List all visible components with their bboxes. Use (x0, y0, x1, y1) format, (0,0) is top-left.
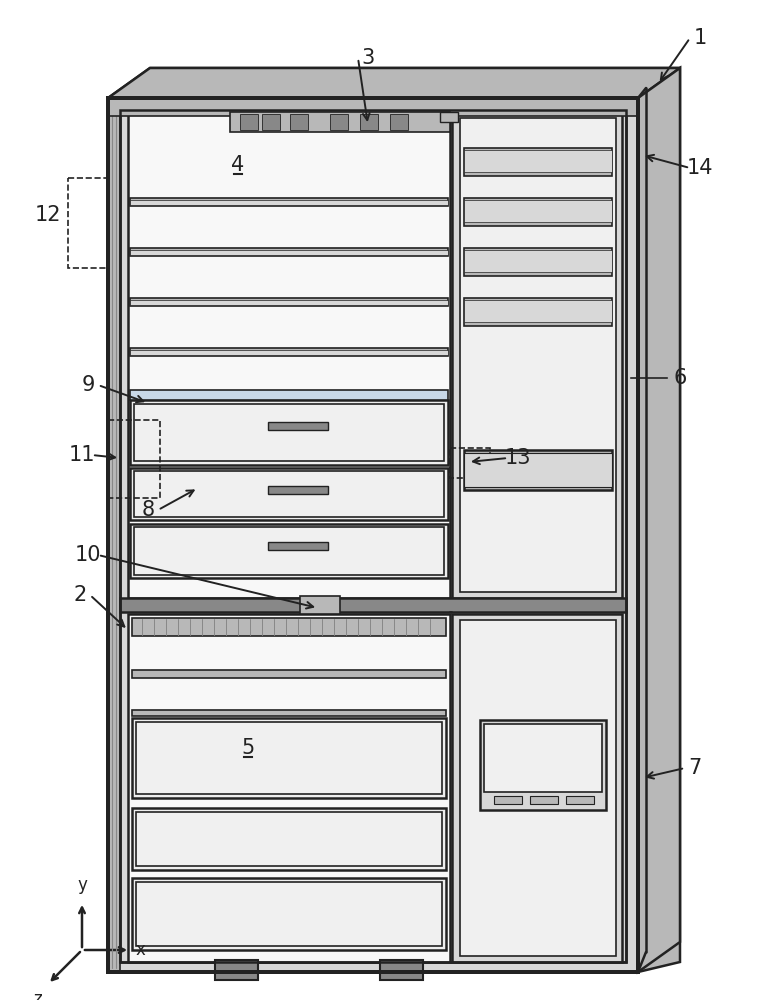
Bar (108, 98, 638, 972)
Text: 3: 3 (361, 48, 375, 68)
Bar (290, 114, 308, 130)
Bar (132, 670, 446, 678)
Bar (128, 112, 450, 598)
Text: 11: 11 (69, 445, 95, 465)
Bar (330, 114, 348, 130)
Bar (215, 960, 258, 980)
Bar (68, 178, 108, 268)
Bar (530, 796, 558, 804)
Text: 12: 12 (35, 205, 61, 225)
Bar (460, 118, 616, 592)
Text: 7: 7 (688, 758, 701, 778)
Polygon shape (638, 68, 680, 972)
Bar (240, 114, 258, 130)
Text: 5: 5 (241, 738, 254, 758)
Bar (464, 200, 612, 222)
Text: 1: 1 (694, 28, 707, 48)
Text: z: z (33, 990, 42, 1000)
Bar (380, 960, 423, 980)
Bar (464, 453, 612, 487)
Bar (268, 542, 328, 550)
Bar (262, 114, 280, 130)
Bar (120, 598, 626, 612)
Bar (464, 148, 612, 176)
Bar (450, 448, 490, 478)
Bar (120, 110, 626, 962)
Text: 2: 2 (74, 585, 87, 605)
Bar (108, 98, 120, 972)
Bar (464, 150, 612, 172)
Bar (452, 112, 622, 598)
Bar (360, 114, 378, 130)
Bar (464, 450, 612, 490)
Bar (134, 527, 444, 575)
Bar (464, 198, 612, 226)
Bar (130, 298, 448, 306)
Bar (130, 200, 448, 205)
Bar (464, 248, 612, 276)
Bar (440, 112, 458, 122)
Bar (108, 420, 160, 498)
Bar (464, 298, 612, 326)
Text: 8: 8 (141, 500, 155, 520)
Bar (484, 724, 602, 792)
Bar (108, 98, 638, 972)
Bar (130, 300, 448, 305)
Text: 6: 6 (673, 368, 687, 388)
Bar (268, 486, 328, 494)
Bar (132, 710, 446, 716)
Bar (130, 400, 448, 465)
Bar (464, 250, 612, 272)
Bar (134, 471, 444, 517)
Bar (130, 198, 448, 206)
Polygon shape (108, 68, 680, 98)
Bar (566, 796, 594, 804)
Bar (452, 614, 622, 962)
Bar (130, 248, 448, 256)
Bar (464, 300, 612, 322)
Bar (132, 718, 446, 798)
Polygon shape (638, 68, 680, 972)
Bar (480, 720, 606, 810)
Bar (268, 422, 328, 430)
Bar (108, 98, 638, 972)
Bar (460, 620, 616, 956)
Text: y: y (77, 876, 87, 894)
Bar (494, 796, 522, 804)
Bar (130, 250, 448, 255)
Bar (130, 350, 448, 355)
Bar (136, 722, 442, 794)
Text: 9: 9 (81, 375, 95, 395)
Bar (108, 98, 638, 116)
Bar (120, 110, 626, 962)
Text: 10: 10 (74, 545, 101, 565)
Bar (390, 114, 408, 130)
Bar (300, 596, 340, 614)
Bar (136, 882, 442, 946)
Bar (128, 614, 450, 962)
Polygon shape (108, 68, 680, 98)
Text: x: x (136, 941, 146, 959)
Bar (130, 468, 448, 520)
Bar (130, 524, 448, 578)
Text: 4: 4 (231, 155, 244, 175)
Bar (134, 404, 444, 461)
Text: 13: 13 (505, 448, 531, 468)
Bar (130, 390, 448, 400)
Bar (130, 348, 448, 356)
Bar (132, 618, 446, 636)
Bar (136, 812, 442, 866)
Bar (132, 808, 446, 870)
Bar (230, 112, 450, 132)
Bar (132, 878, 446, 950)
Text: 14: 14 (687, 158, 713, 178)
